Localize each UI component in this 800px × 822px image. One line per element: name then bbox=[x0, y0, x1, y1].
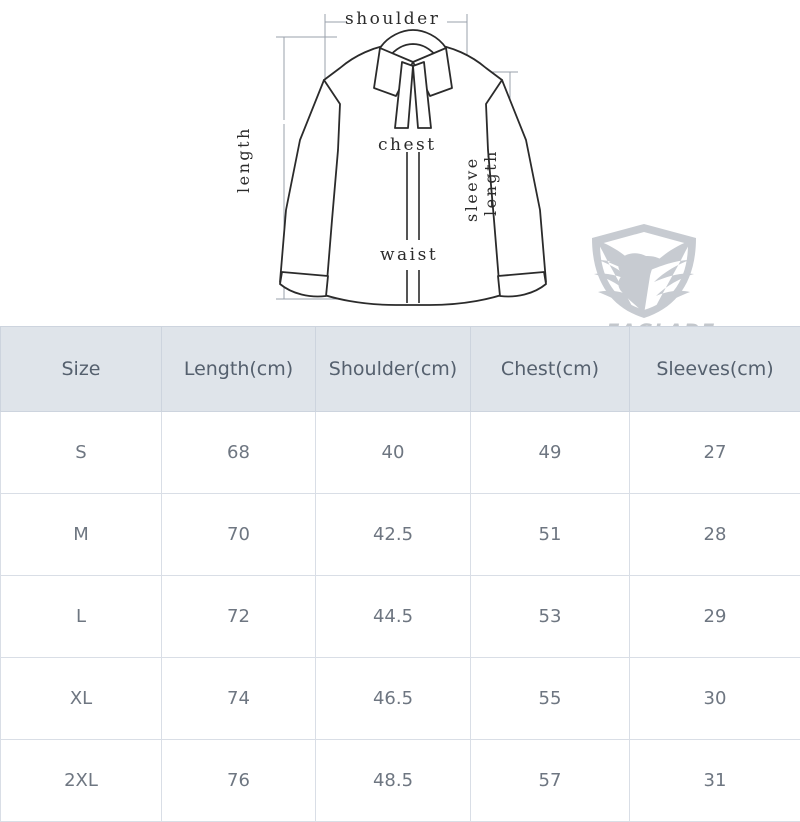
column-header-length: Length(cm) bbox=[162, 327, 316, 412]
shirt-measurement-diagram: shoulder chest waist length sleeve lengt… bbox=[0, 0, 800, 325]
label-chest: chest bbox=[378, 135, 437, 155]
cell-size: S bbox=[1, 412, 162, 494]
table-row: S 68 40 49 27 bbox=[1, 412, 800, 494]
cell-sleeves: 31 bbox=[630, 740, 800, 822]
cell-sleeves: 30 bbox=[630, 658, 800, 740]
cell-size: L bbox=[1, 576, 162, 658]
cell-chest: 57 bbox=[471, 740, 630, 822]
cell-sleeves: 27 bbox=[630, 412, 800, 494]
label-waist: waist bbox=[380, 245, 438, 265]
cell-size: M bbox=[1, 494, 162, 576]
table-row: XL 74 46.5 55 30 bbox=[1, 658, 800, 740]
cell-sleeves: 29 bbox=[630, 576, 800, 658]
cell-chest: 49 bbox=[471, 412, 630, 494]
table-row: L 72 44.5 53 29 bbox=[1, 576, 800, 658]
table-row: 2XL 76 48.5 57 31 bbox=[1, 740, 800, 822]
cell-shoulder: 42.5 bbox=[316, 494, 471, 576]
cell-chest: 55 bbox=[471, 658, 630, 740]
column-header-chest: Chest(cm) bbox=[471, 327, 630, 412]
table-row: M 70 42.5 51 28 bbox=[1, 494, 800, 576]
cell-shoulder: 44.5 bbox=[316, 576, 471, 658]
cell-size: 2XL bbox=[1, 740, 162, 822]
label-shoulder: shoulder bbox=[345, 9, 440, 29]
cell-length: 74 bbox=[162, 658, 316, 740]
cell-length: 72 bbox=[162, 576, 316, 658]
cell-size: XL bbox=[1, 658, 162, 740]
eagle-shield-icon bbox=[584, 222, 704, 320]
cell-sleeves: 28 bbox=[630, 494, 800, 576]
cell-shoulder: 48.5 bbox=[316, 740, 471, 822]
column-header-size: Size bbox=[1, 327, 162, 412]
cell-length: 68 bbox=[162, 412, 316, 494]
column-header-shoulder: Shoulder(cm) bbox=[316, 327, 471, 412]
cell-shoulder: 46.5 bbox=[316, 658, 471, 740]
cell-chest: 53 bbox=[471, 576, 630, 658]
cell-length: 76 bbox=[162, 740, 316, 822]
label-length: length bbox=[233, 171, 333, 193]
column-header-sleeves: Sleeves(cm) bbox=[630, 327, 800, 412]
cell-chest: 51 bbox=[471, 494, 630, 576]
shirt-illustration bbox=[262, 0, 562, 325]
table-header-row: Size Length(cm) Shoulder(cm) Chest(cm) S… bbox=[1, 327, 800, 412]
label-sleeve-length: length bbox=[480, 194, 580, 216]
size-chart-table: Size Length(cm) Shoulder(cm) Chest(cm) S… bbox=[0, 326, 800, 822]
cell-length: 70 bbox=[162, 494, 316, 576]
cell-shoulder: 40 bbox=[316, 412, 471, 494]
